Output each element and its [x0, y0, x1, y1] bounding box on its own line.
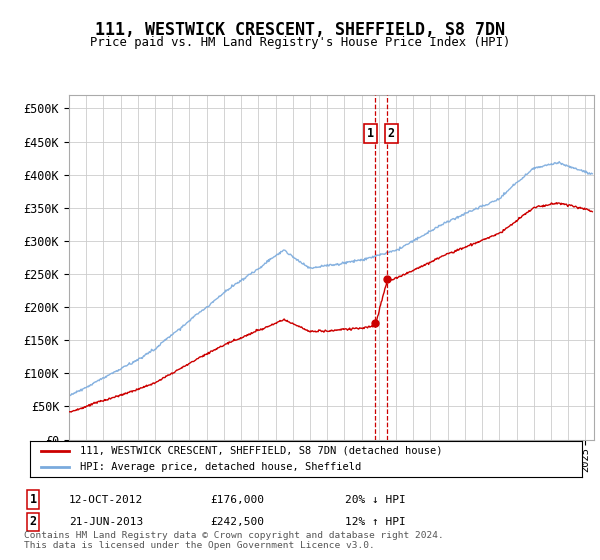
- Text: 12-OCT-2012: 12-OCT-2012: [69, 494, 143, 505]
- Text: Price paid vs. HM Land Registry's House Price Index (HPI): Price paid vs. HM Land Registry's House …: [90, 36, 510, 49]
- Text: 2: 2: [29, 515, 37, 529]
- Text: HPI: Average price, detached house, Sheffield: HPI: Average price, detached house, Shef…: [80, 463, 361, 472]
- Text: 111, WESTWICK CRESCENT, SHEFFIELD, S8 7DN (detached house): 111, WESTWICK CRESCENT, SHEFFIELD, S8 7D…: [80, 446, 442, 455]
- Text: £176,000: £176,000: [210, 494, 264, 505]
- Text: 20% ↓ HPI: 20% ↓ HPI: [345, 494, 406, 505]
- Text: Contains HM Land Registry data © Crown copyright and database right 2024.
This d: Contains HM Land Registry data © Crown c…: [24, 530, 444, 550]
- Text: 1: 1: [367, 127, 374, 140]
- Text: 21-JUN-2013: 21-JUN-2013: [69, 517, 143, 527]
- Text: £242,500: £242,500: [210, 517, 264, 527]
- Text: 12% ↑ HPI: 12% ↑ HPI: [345, 517, 406, 527]
- Text: 2: 2: [388, 127, 395, 140]
- Text: 1: 1: [29, 493, 37, 506]
- Text: 111, WESTWICK CRESCENT, SHEFFIELD, S8 7DN: 111, WESTWICK CRESCENT, SHEFFIELD, S8 7D…: [95, 21, 505, 39]
